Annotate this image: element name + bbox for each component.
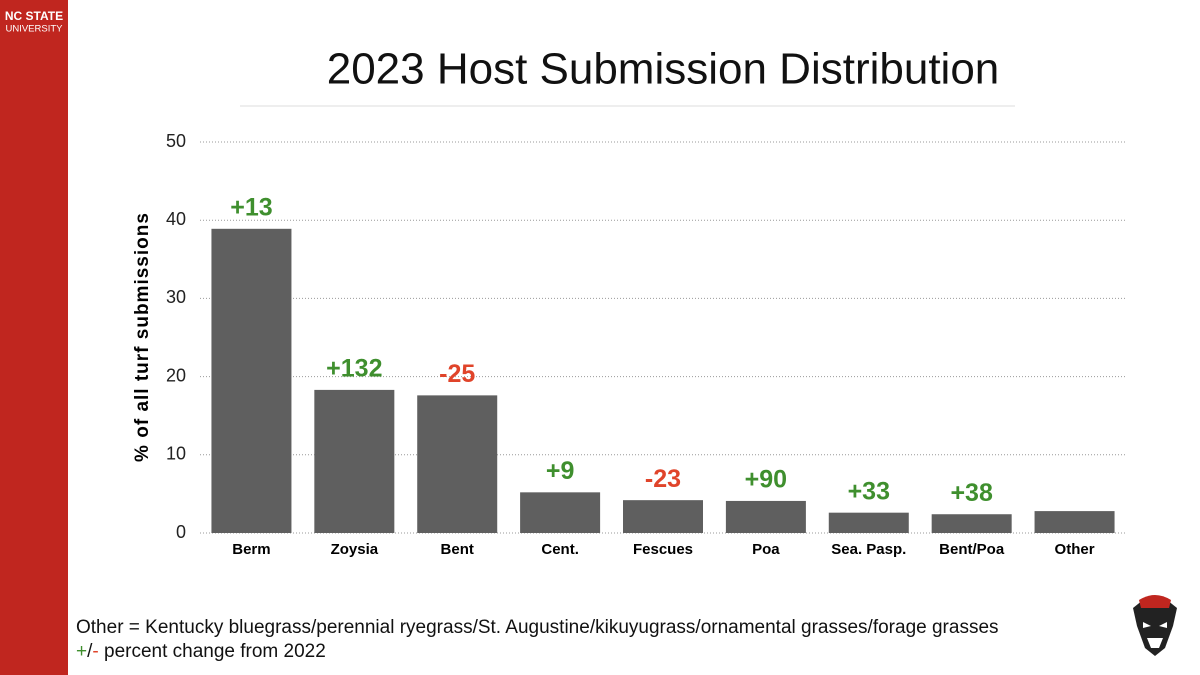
x-tick-label: Zoysia xyxy=(331,541,379,558)
brand-subname: UNIVERSITY xyxy=(5,24,63,35)
bar xyxy=(1034,511,1115,533)
change-label: +132 xyxy=(326,355,382,383)
mascot-logo xyxy=(1133,595,1177,656)
x-tick-label: Berm xyxy=(232,541,270,558)
footnote-part: / xyxy=(87,641,93,662)
y-tick-label: 40 xyxy=(166,209,186,229)
x-tick-label: Sea. Pasp. xyxy=(831,541,906,558)
chart-title: 2023 Host Submission Distribution xyxy=(327,45,1000,94)
y-axis-label: % of all turf submissions xyxy=(132,212,153,462)
brand-name: NC STATE xyxy=(5,9,63,23)
bar xyxy=(931,514,1012,533)
change-label: +33 xyxy=(848,477,890,505)
footnote-part: percent change from 2022 xyxy=(99,641,326,662)
change-label: +38 xyxy=(950,479,993,507)
bar xyxy=(520,492,601,533)
footnote: Other = Kentucky bluegrass/perennial rye… xyxy=(76,617,999,638)
bar xyxy=(725,500,806,533)
y-tick-label: 0 xyxy=(176,522,186,542)
change-label: +90 xyxy=(745,466,787,494)
change-label: +13 xyxy=(230,193,272,221)
y-tick-label: 30 xyxy=(166,287,186,307)
bar xyxy=(211,228,292,533)
bar xyxy=(417,395,498,533)
x-tick-label: Cent. xyxy=(541,541,579,558)
footnote-part: + xyxy=(76,641,87,662)
x-tick-label: Poa xyxy=(752,541,780,558)
sidebar xyxy=(0,0,68,675)
change-label: +9 xyxy=(546,457,575,485)
footnote: +/- percent change from 2022 xyxy=(76,641,326,662)
bar xyxy=(623,500,703,533)
change-label: -25 xyxy=(439,360,475,388)
y-tick-label: 20 xyxy=(166,365,186,385)
y-tick-label: 50 xyxy=(166,131,186,151)
footnote-part: - xyxy=(92,641,98,662)
bar xyxy=(828,512,909,533)
change-label: -23 xyxy=(645,465,681,493)
x-tick-label: Other xyxy=(1055,541,1095,558)
bar xyxy=(314,389,395,533)
x-tick-label: Bent xyxy=(441,541,474,558)
x-tick-label: Fescues xyxy=(633,541,693,558)
x-tick-label: Bent/Poa xyxy=(939,541,1005,558)
y-tick-label: 10 xyxy=(166,444,186,464)
